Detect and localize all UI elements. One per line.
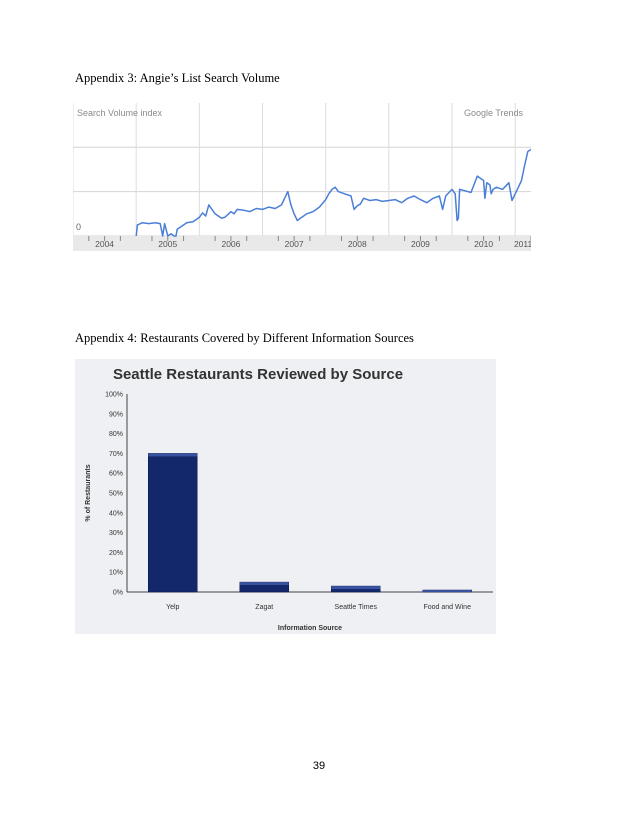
category-labels: Yelp Zagat Seattle Times Food and Wine: [166, 604, 471, 611]
bar-top-highlight: [239, 582, 289, 586]
y-tick-label: 40%: [109, 510, 123, 517]
restaurants-by-source-chart: Seattle Restaurants Reviewed by Source %…: [75, 359, 496, 634]
x-tick-label: 2009: [411, 239, 430, 249]
google-trends-label: Google Trends: [464, 108, 524, 118]
appendix-3-caption: Appendix 3: Angie’s List Search Volume: [75, 71, 280, 85]
x-tick-label: 2005: [158, 239, 177, 249]
y-tick-label: 50%: [109, 491, 123, 498]
x-tick-label: 2011: [514, 239, 531, 249]
y-tick-label: 20%: [109, 550, 123, 557]
trend-x-axis: 2004 2005 2006 2007 2008 2009 2010 2011: [73, 236, 531, 251]
appendix-4-caption: Appendix 4: Restaurants Covered by Diffe…: [75, 331, 414, 345]
trend-chart-grid: [73, 103, 531, 237]
search-volume-chart: Search Volume index Google Trends 0 2004…: [73, 103, 531, 251]
y-tick-label: 70%: [109, 451, 123, 458]
category-label: Zagat: [255, 604, 273, 611]
y-tick-label: 80%: [109, 431, 123, 438]
trend-series: [135, 148, 531, 237]
bar-top-highlight: [331, 586, 381, 590]
zero-label: 0: [76, 222, 81, 232]
y-tick-label: 0%: [113, 590, 123, 597]
x-tick-label: 2004: [95, 239, 114, 249]
x-tick-label: 2007: [285, 239, 304, 249]
x-tick-label: 2008: [348, 239, 367, 249]
bar-top-highlight: [422, 590, 472, 592]
x-axis-band: [73, 236, 531, 251]
y-tick-labels: 0% 10% 20% 30% 40% 50% 60% 70% 80% 90% 100%: [105, 392, 123, 597]
y-tick-label: 60%: [109, 471, 123, 478]
search-volume-index-label: Search Volume index: [77, 108, 163, 118]
x-tick-label: 2006: [221, 239, 240, 249]
x-tick-label: 2010: [474, 239, 493, 249]
chart-panel: [75, 359, 496, 634]
bar-yelp: [148, 453, 198, 593]
y-tick-label: 30%: [109, 530, 123, 537]
bar-zagat: [239, 581, 289, 593]
page-number: 39: [312, 760, 326, 772]
y-axis-title: % of Restaurants: [85, 464, 92, 521]
y-tick-label: 10%: [109, 570, 123, 577]
category-label: Seattle Times: [335, 604, 378, 611]
bars: [148, 453, 472, 593]
category-label: Yelp: [166, 604, 179, 611]
x-axis-title: Information Source: [278, 625, 342, 632]
search-volume-line: [135, 148, 531, 237]
y-tick-label: 100%: [105, 392, 123, 399]
bar-top-highlight: [148, 453, 198, 457]
bar-chart-title: Seattle Restaurants Reviewed by Source: [113, 366, 403, 383]
category-label: Food and Wine: [424, 604, 472, 611]
y-tick-label: 90%: [109, 411, 123, 418]
